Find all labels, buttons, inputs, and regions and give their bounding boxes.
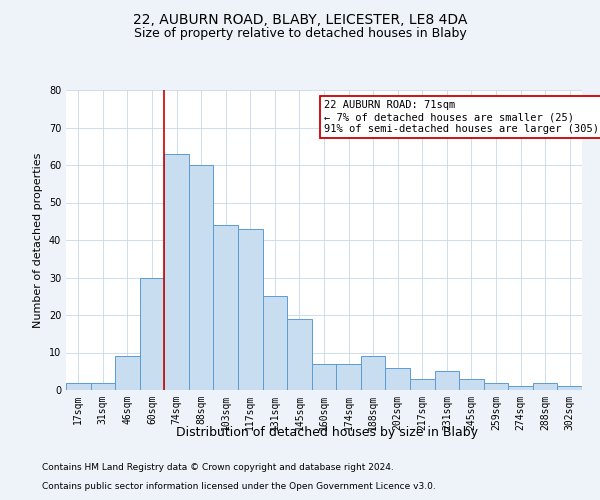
Bar	[385, 368, 410, 390]
Bar	[533, 382, 557, 390]
Bar	[287, 319, 312, 390]
Bar	[263, 296, 287, 390]
Bar	[459, 379, 484, 390]
Bar	[214, 225, 238, 390]
Text: 22 AUBURN ROAD: 71sqm
← 7% of detached houses are smaller (25)
91% of semi-detac: 22 AUBURN ROAD: 71sqm ← 7% of detached h…	[324, 100, 600, 134]
Bar	[238, 229, 263, 390]
Bar	[140, 278, 164, 390]
Bar	[189, 165, 214, 390]
Bar	[434, 371, 459, 390]
Bar	[361, 356, 385, 390]
Bar	[66, 382, 91, 390]
Text: Size of property relative to detached houses in Blaby: Size of property relative to detached ho…	[134, 28, 466, 40]
Bar	[484, 382, 508, 390]
Bar	[336, 364, 361, 390]
Text: 22, AUBURN ROAD, BLABY, LEICESTER, LE8 4DA: 22, AUBURN ROAD, BLABY, LEICESTER, LE8 4…	[133, 12, 467, 26]
Bar	[410, 379, 434, 390]
Bar	[164, 154, 189, 390]
Bar	[91, 382, 115, 390]
Y-axis label: Number of detached properties: Number of detached properties	[33, 152, 43, 328]
Text: Distribution of detached houses by size in Blaby: Distribution of detached houses by size …	[176, 426, 478, 439]
Text: Contains public sector information licensed under the Open Government Licence v3: Contains public sector information licen…	[42, 482, 436, 491]
Text: Contains HM Land Registry data © Crown copyright and database right 2024.: Contains HM Land Registry data © Crown c…	[42, 464, 394, 472]
Bar	[557, 386, 582, 390]
Bar	[115, 356, 140, 390]
Bar	[508, 386, 533, 390]
Bar	[312, 364, 336, 390]
